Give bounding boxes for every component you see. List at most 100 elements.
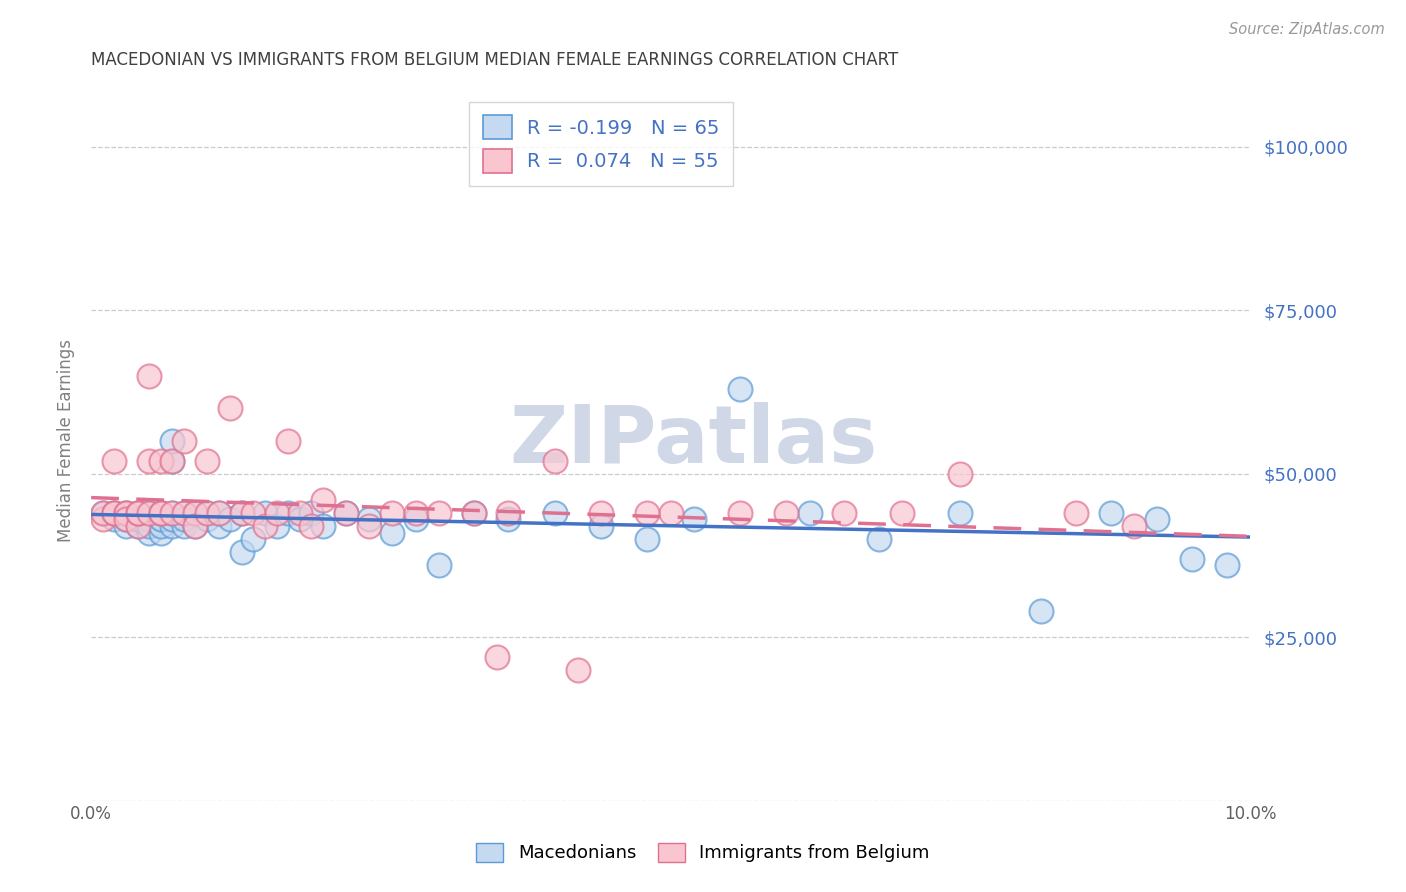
Point	[138, 506, 160, 520]
Point	[149, 512, 172, 526]
Point	[103, 512, 125, 526]
Point	[1099, 506, 1122, 520]
Point	[207, 519, 229, 533]
Point	[591, 519, 613, 533]
Point	[231, 506, 253, 520]
Point	[162, 506, 184, 520]
Point	[544, 506, 567, 520]
Point	[682, 512, 704, 526]
Point	[335, 506, 357, 520]
Point	[485, 649, 508, 664]
Point	[173, 434, 195, 448]
Point	[127, 512, 149, 526]
Point	[299, 506, 322, 520]
Point	[498, 512, 520, 526]
Point	[231, 545, 253, 559]
Point	[138, 525, 160, 540]
Point	[427, 506, 450, 520]
Point	[173, 506, 195, 520]
Point	[1216, 558, 1239, 573]
Point	[173, 512, 195, 526]
Point	[567, 663, 589, 677]
Point	[277, 434, 299, 448]
Point	[207, 506, 229, 520]
Point	[115, 519, 138, 533]
Point	[242, 532, 264, 546]
Point	[659, 506, 682, 520]
Point	[91, 506, 114, 520]
Point	[207, 506, 229, 520]
Point	[138, 519, 160, 533]
Point	[463, 506, 485, 520]
Point	[405, 512, 427, 526]
Point	[138, 512, 160, 526]
Point	[1146, 512, 1168, 526]
Point	[184, 506, 207, 520]
Point	[498, 506, 520, 520]
Point	[149, 506, 172, 520]
Point	[149, 506, 172, 520]
Point	[138, 453, 160, 467]
Point	[184, 519, 207, 533]
Point	[162, 506, 184, 520]
Legend: R = -0.199   N = 65, R =  0.074   N = 55: R = -0.199 N = 65, R = 0.074 N = 55	[470, 102, 734, 186]
Point	[728, 382, 751, 396]
Point	[138, 368, 160, 383]
Point	[162, 519, 184, 533]
Point	[636, 506, 658, 520]
Point	[184, 506, 207, 520]
Legend: Macedonians, Immigrants from Belgium: Macedonians, Immigrants from Belgium	[470, 836, 936, 870]
Point	[115, 512, 138, 526]
Point	[834, 506, 856, 520]
Point	[266, 519, 288, 533]
Point	[949, 506, 972, 520]
Point	[381, 525, 404, 540]
Text: MACEDONIAN VS IMMIGRANTS FROM BELGIUM MEDIAN FEMALE EARNINGS CORRELATION CHART: MACEDONIAN VS IMMIGRANTS FROM BELGIUM ME…	[91, 51, 898, 69]
Point	[1181, 551, 1204, 566]
Text: Source: ZipAtlas.com: Source: ZipAtlas.com	[1229, 22, 1385, 37]
Point	[149, 519, 172, 533]
Point	[162, 434, 184, 448]
Point	[253, 519, 276, 533]
Point	[103, 453, 125, 467]
Point	[266, 506, 288, 520]
Point	[799, 506, 821, 520]
Point	[242, 506, 264, 520]
Point	[544, 453, 567, 467]
Point	[127, 506, 149, 520]
Point	[127, 506, 149, 520]
Point	[149, 525, 172, 540]
Text: ZIPatlas: ZIPatlas	[509, 402, 877, 480]
Point	[184, 519, 207, 533]
Point	[127, 519, 149, 533]
Point	[463, 506, 485, 520]
Point	[891, 506, 914, 520]
Point	[127, 506, 149, 520]
Point	[949, 467, 972, 481]
Point	[127, 519, 149, 533]
Point	[868, 532, 890, 546]
Point	[288, 506, 311, 520]
Point	[359, 519, 381, 533]
Point	[184, 506, 207, 520]
Point	[115, 512, 138, 526]
Point	[219, 401, 242, 416]
Point	[636, 532, 658, 546]
Point	[591, 506, 613, 520]
Point	[231, 506, 253, 520]
Point	[253, 506, 276, 520]
Point	[103, 506, 125, 520]
Point	[427, 558, 450, 573]
Point	[359, 512, 381, 526]
Point	[115, 506, 138, 520]
Point	[103, 506, 125, 520]
Point	[149, 506, 172, 520]
Point	[138, 506, 160, 520]
Point	[312, 492, 335, 507]
Point	[775, 506, 797, 520]
Point	[162, 453, 184, 467]
Point	[149, 453, 172, 467]
Point	[115, 506, 138, 520]
Point	[195, 453, 218, 467]
Point	[728, 506, 751, 520]
